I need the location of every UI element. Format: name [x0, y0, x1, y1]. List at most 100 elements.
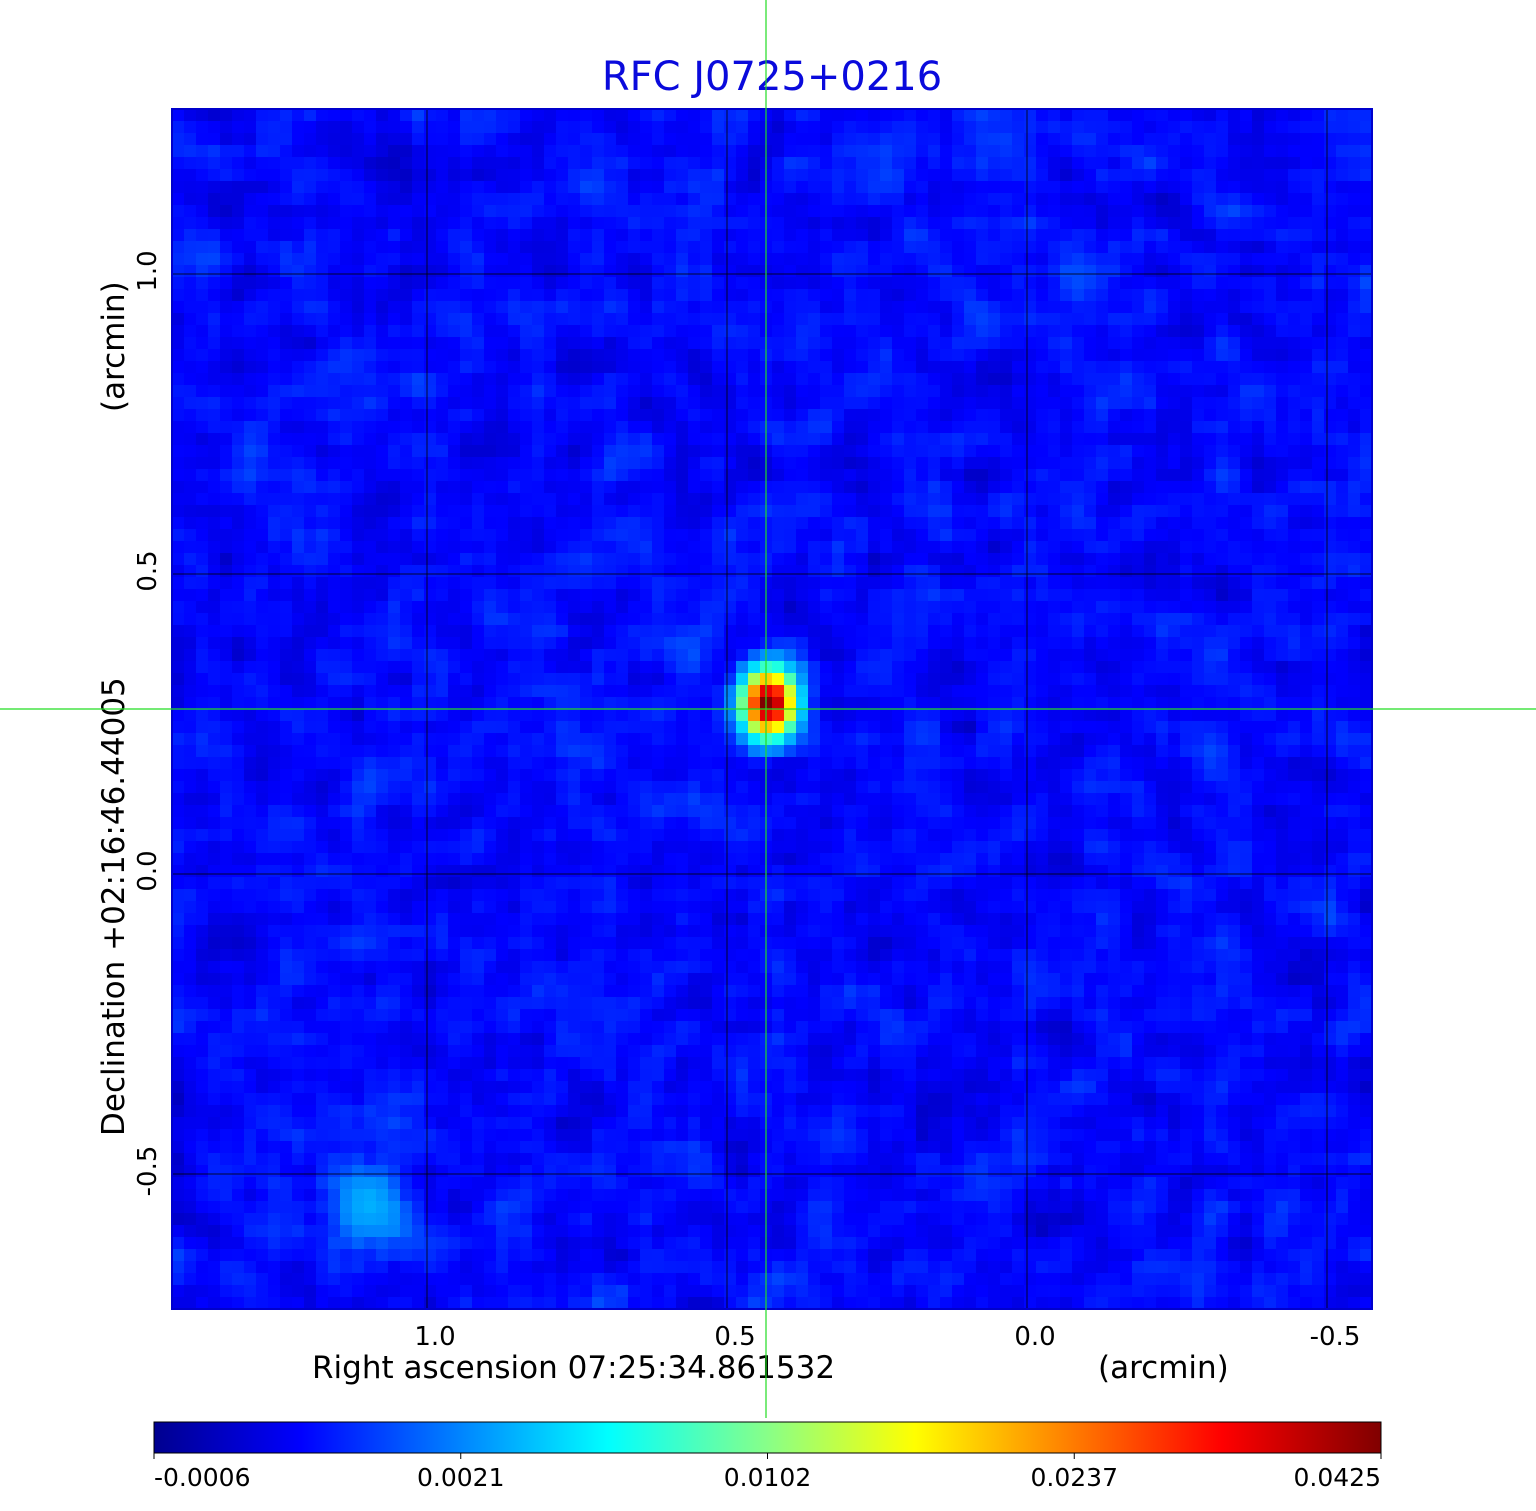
heatmap-cell — [292, 505, 305, 518]
heatmap-cell — [1228, 241, 1241, 254]
heatmap-cell — [1276, 685, 1289, 698]
heatmap-cell — [1240, 397, 1253, 410]
heatmap-cell — [448, 181, 461, 194]
heatmap-cell — [460, 421, 473, 434]
heatmap-cell — [196, 409, 209, 422]
heatmap-cell — [1252, 373, 1265, 386]
heatmap-cell — [652, 661, 665, 674]
heatmap-cell — [388, 205, 401, 218]
heatmap-cell — [988, 637, 1001, 650]
heatmap-cell — [436, 277, 449, 290]
heatmap-cell — [820, 553, 833, 566]
heatmap-cell — [796, 205, 809, 218]
heatmap-cell — [1336, 685, 1349, 698]
heatmap-cell — [1300, 697, 1313, 710]
heatmap-cell — [172, 541, 185, 554]
heatmap-cell — [460, 493, 473, 506]
heatmap-cell — [460, 625, 473, 638]
heatmap-cell — [184, 121, 197, 134]
heatmap-cell — [964, 613, 977, 626]
heatmap-cell — [1036, 133, 1049, 146]
heatmap-cell — [928, 349, 941, 362]
heatmap-cell — [472, 469, 485, 482]
heatmap-cell — [1132, 517, 1145, 530]
heatmap-cell — [208, 325, 221, 338]
heatmap-cell — [1060, 361, 1073, 374]
heatmap-cell — [628, 481, 641, 494]
heatmap-cell — [808, 397, 821, 410]
heatmap-cell — [628, 649, 641, 662]
heatmap-cell — [1036, 109, 1049, 122]
heatmap-cell — [880, 541, 893, 554]
heatmap-cell — [844, 145, 857, 158]
heatmap-cell — [1240, 565, 1253, 578]
heatmap-cell — [424, 325, 437, 338]
heatmap-cell — [700, 421, 713, 434]
heatmap-cell — [880, 397, 893, 410]
heatmap-cell — [1144, 469, 1157, 482]
heatmap-cell — [1084, 373, 1097, 386]
heatmap-cell — [532, 121, 545, 134]
heatmap-cell — [580, 529, 593, 542]
heatmap-cell — [772, 313, 785, 326]
heatmap-cell — [808, 505, 821, 518]
heatmap-cell — [736, 517, 749, 530]
heatmap-cell — [184, 685, 197, 698]
heatmap-cell — [340, 685, 353, 698]
heatmap-cell — [844, 469, 857, 482]
heatmap-cell — [172, 433, 185, 446]
heatmap-cell — [388, 241, 401, 254]
heatmap-cell — [1132, 349, 1145, 362]
heatmap-cell — [784, 457, 797, 470]
heatmap-cell — [1288, 133, 1301, 146]
heatmap-cell — [340, 565, 353, 578]
heatmap-cell — [472, 181, 485, 194]
heatmap-cell — [844, 313, 857, 326]
heatmap-cell — [628, 157, 641, 170]
heatmap-cell — [628, 349, 641, 362]
heatmap-cell — [1012, 265, 1025, 278]
heatmap-cell — [1204, 205, 1217, 218]
heatmap-cell — [916, 673, 929, 686]
heatmap-cell — [724, 685, 737, 698]
heatmap-cell — [796, 493, 809, 506]
heatmap-cell — [436, 409, 449, 422]
heatmap-cell — [268, 601, 281, 614]
heatmap-cell — [748, 337, 761, 350]
heatmap-cell — [976, 109, 989, 122]
heatmap-cell — [172, 265, 185, 278]
heatmap-cell — [940, 481, 953, 494]
heatmap-cell — [316, 457, 329, 470]
heatmap-cell — [868, 121, 881, 134]
heatmap-cell — [1180, 661, 1193, 674]
heatmap-cell — [520, 145, 533, 158]
heatmap-cell — [724, 565, 737, 578]
heatmap-cell — [952, 685, 965, 698]
heatmap-cell — [1132, 205, 1145, 218]
heatmap-cell — [1300, 241, 1313, 254]
heatmap-cell — [592, 505, 605, 518]
heatmap-cell — [304, 637, 317, 650]
heatmap-cell — [328, 505, 341, 518]
heatmap-cell — [1048, 193, 1061, 206]
heatmap-cell — [556, 361, 569, 374]
heatmap-cell — [856, 697, 869, 710]
heatmap-cell — [220, 661, 233, 674]
heatmap-cell — [520, 349, 533, 362]
heatmap-cell — [832, 193, 845, 206]
heatmap-cell — [700, 157, 713, 170]
heatmap-cell — [424, 289, 437, 302]
heatmap-cell — [1204, 433, 1217, 446]
heatmap-cell — [508, 301, 521, 314]
heatmap-cell — [808, 145, 821, 158]
heatmap-cell — [436, 157, 449, 170]
heatmap-cell — [712, 217, 725, 230]
heatmap-cell — [1276, 625, 1289, 638]
heatmap-cell — [844, 673, 857, 686]
heatmap-cell — [1276, 181, 1289, 194]
heatmap-cell — [352, 685, 365, 698]
heatmap-cell — [244, 169, 257, 182]
heatmap-cell — [388, 145, 401, 158]
heatmap-cell — [1276, 673, 1289, 686]
heatmap-cell — [1012, 193, 1025, 206]
